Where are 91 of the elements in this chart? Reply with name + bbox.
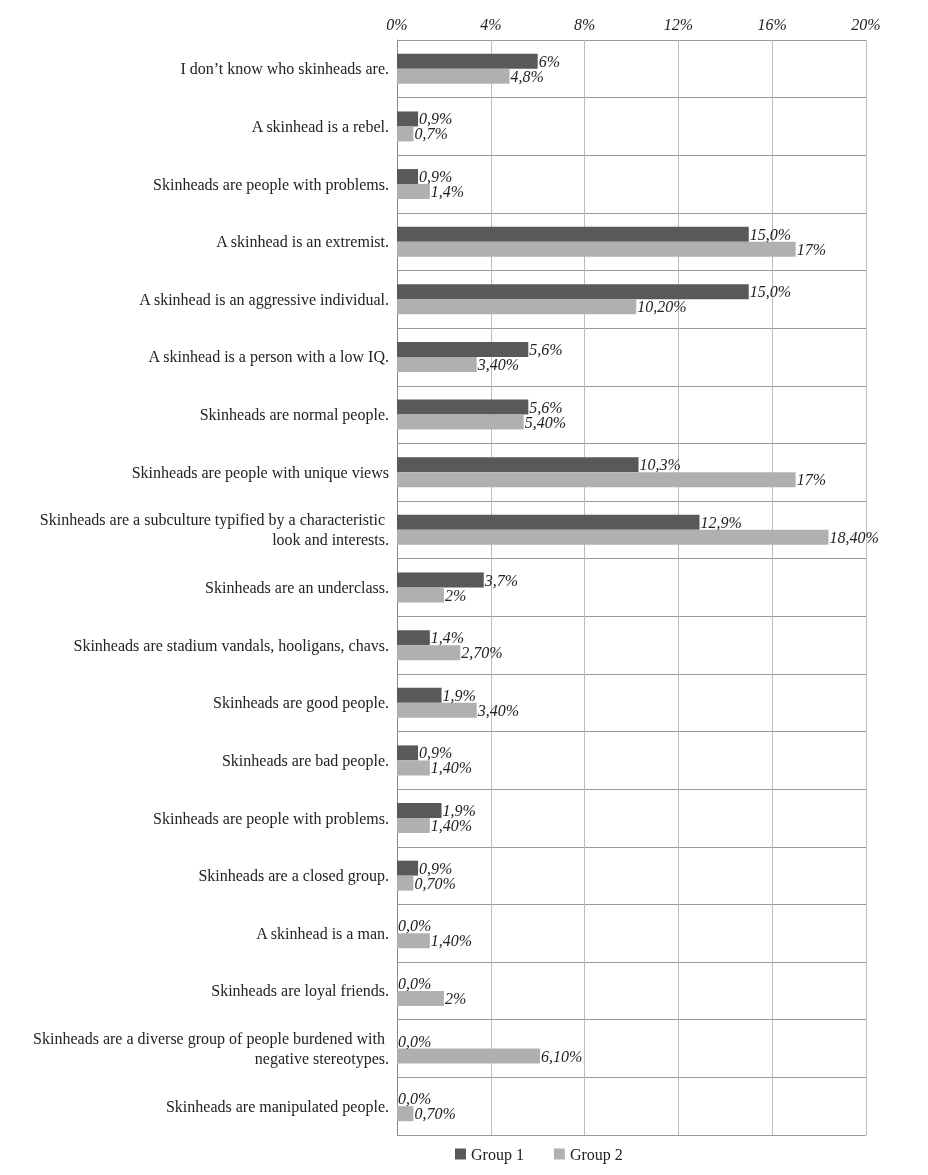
data-label: 3,40% xyxy=(476,701,520,719)
y-tick-label: Skinheads are bad people. xyxy=(221,751,389,770)
data-label: 0,7% xyxy=(414,125,448,143)
data-label: 0,9% xyxy=(419,744,453,762)
bar xyxy=(397,284,749,300)
data-label: 10,3% xyxy=(639,456,681,474)
data-label: 6,10% xyxy=(541,1047,583,1065)
y-tick-label: Skinheads are normal people. xyxy=(199,406,389,425)
x-tick-label: 16% xyxy=(757,15,787,33)
bar xyxy=(397,184,430,200)
y-tick-label: A skinhead is an extremist. xyxy=(216,233,389,251)
bar xyxy=(397,126,414,142)
bar xyxy=(397,572,484,588)
bar xyxy=(397,630,430,646)
bar xyxy=(397,169,419,185)
data-label: 1,9% xyxy=(442,802,476,820)
bar xyxy=(397,587,444,603)
y-tick-label: Skinheads are manipulated people. xyxy=(165,1097,389,1116)
y-tick-label: Skinheads are people with problems. xyxy=(153,809,389,828)
data-label: 1,4% xyxy=(430,183,465,201)
bar xyxy=(397,818,430,834)
bar xyxy=(397,702,477,718)
data-label: 1,40% xyxy=(430,817,473,835)
y-tick-label: A skinhead is a rebel. xyxy=(251,117,389,135)
data-label: 1,9% xyxy=(442,686,476,704)
y-tick-label: A skinhead is a man. xyxy=(256,924,389,942)
x-tick-label: 8% xyxy=(573,15,596,33)
bar xyxy=(397,226,749,242)
x-tick-label: 12% xyxy=(663,15,694,33)
bar xyxy=(397,860,419,876)
y-tick-label: Skinheads are good people. xyxy=(213,694,389,713)
data-label: 0,0% xyxy=(398,917,432,935)
y-tick-label: Skinheads are a diverse group of people burdened with negative stereotypes. xyxy=(33,1030,389,1069)
bar xyxy=(397,399,529,415)
data-label: 0,0% xyxy=(398,974,432,992)
y-tick-label: I don’t know who skinheads are. xyxy=(180,60,389,78)
y-tick-label: Skinheads are people with unique views xyxy=(131,463,389,482)
data-label: 3,7% xyxy=(483,571,519,589)
data-label: 6% xyxy=(538,52,561,70)
data-label: 0,9% xyxy=(419,110,453,128)
y-tick-label: Skinheads are stadium vandals, hooligans, chavs. xyxy=(73,636,389,655)
bar xyxy=(397,341,529,357)
bar xyxy=(397,111,419,127)
bar xyxy=(397,760,430,776)
bar xyxy=(397,990,444,1006)
bar xyxy=(397,356,477,372)
x-tick-label: 0% xyxy=(386,15,408,33)
data-label: 0,70% xyxy=(414,874,456,892)
bar xyxy=(397,53,538,69)
data-label: 4,8% xyxy=(510,67,544,85)
y-tick-label: Skinheads are loyal friends. xyxy=(211,982,389,1001)
bar xyxy=(397,514,700,530)
data-label: 2% xyxy=(444,989,467,1007)
data-label: 0,9% xyxy=(419,859,453,877)
bar xyxy=(397,803,442,819)
bar xyxy=(397,457,639,473)
data-label: 0,0% xyxy=(398,1090,432,1108)
y-tick-label: Skinheads are people with problems. xyxy=(153,175,389,194)
y-tick-label: Skinheads are a subculture typified by a characteristic look and interests. xyxy=(39,511,389,549)
bar xyxy=(397,687,442,703)
data-label: 18,40% xyxy=(829,528,879,546)
data-label: 15,0% xyxy=(749,225,792,243)
data-label: 1,40% xyxy=(430,932,473,950)
x-tick-label: 4% xyxy=(480,15,502,33)
bar xyxy=(397,645,461,661)
data-label: 3,40% xyxy=(476,355,520,373)
y-tick-label: A skinhead is a person with a low IQ. xyxy=(148,348,389,367)
y-tick-label: Skinheads are an underclass. xyxy=(205,579,389,596)
data-label: 1,40% xyxy=(430,759,473,777)
data-label: 17% xyxy=(796,471,826,489)
data-label: 2,70% xyxy=(461,644,503,662)
data-label: 1,4% xyxy=(430,629,465,647)
legend-label: Group 1 xyxy=(471,1145,524,1164)
data-label: 5,6% xyxy=(529,398,563,416)
data-label: 15,0% xyxy=(749,283,792,301)
data-label: 0,0% xyxy=(398,1032,432,1050)
y-tick-label: Skinheads are a closed group. xyxy=(198,867,389,886)
data-label: 12,9% xyxy=(700,513,742,531)
data-label: 2% xyxy=(444,586,467,604)
data-label: 5,6% xyxy=(529,340,563,358)
data-label: 0,70% xyxy=(414,1105,456,1123)
bar xyxy=(397,933,430,949)
bar xyxy=(397,875,414,891)
data-label: 0,9% xyxy=(419,168,453,186)
data-label: 10,20% xyxy=(637,298,687,316)
x-tick-label: 20% xyxy=(851,15,881,33)
bar xyxy=(397,1106,414,1122)
data-label: 17% xyxy=(796,240,826,258)
bar xyxy=(397,745,419,761)
y-tick-label: A skinhead is an aggressive individual. xyxy=(139,290,389,309)
legend-label: Group 2 xyxy=(569,1145,623,1164)
